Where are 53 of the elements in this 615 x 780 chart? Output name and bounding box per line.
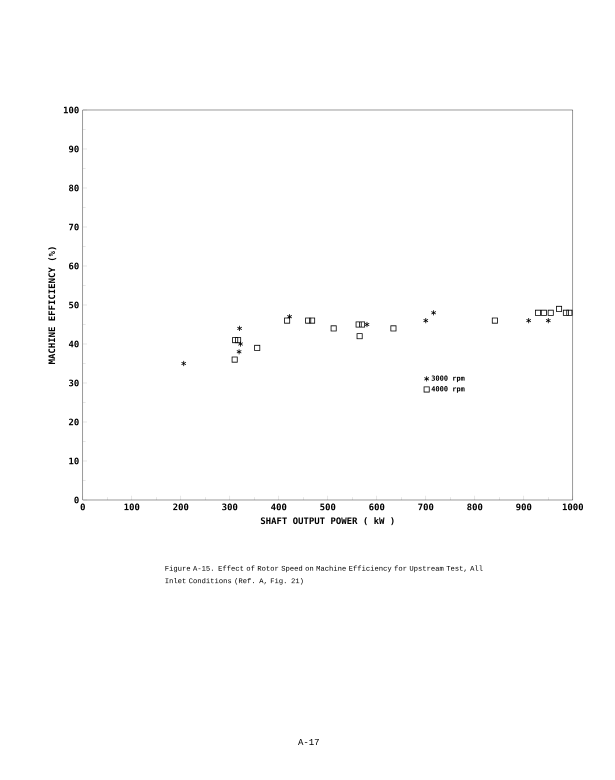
y-tick-label: 20 — [69, 418, 79, 426]
y-tick-label: 50 — [69, 302, 79, 308]
point — [423, 318, 429, 324]
point — [492, 318, 498, 324]
y-tick-label: 40 — [69, 340, 79, 348]
point — [431, 310, 436, 316]
point — [546, 318, 552, 324]
point — [535, 310, 542, 316]
point — [181, 360, 186, 366]
point — [254, 344, 260, 351]
point — [330, 325, 337, 332]
point — [356, 333, 363, 340]
point — [237, 325, 242, 332]
y-axis-title: MACHINE EFFICIENCY (%) — [48, 247, 56, 364]
x-tick-label: 300 — [222, 504, 238, 510]
point — [232, 337, 238, 344]
point — [232, 356, 238, 363]
y-tick-label: 70 — [69, 224, 79, 230]
x-tick-label: 400 — [271, 504, 286, 510]
point — [236, 348, 242, 355]
x-tick-label: 500 — [320, 504, 336, 510]
x-tick-label: 100 — [124, 504, 140, 510]
x-tick-label: 700 — [418, 504, 434, 510]
x-tick-label: 1000 — [562, 504, 584, 510]
point — [359, 322, 366, 328]
y-tick-label: 90 — [69, 146, 79, 152]
y-tick-label: 10 — [69, 458, 79, 464]
point — [356, 322, 362, 328]
point — [284, 318, 290, 324]
point — [526, 318, 532, 324]
y-tick-label: 0 — [74, 496, 79, 504]
x-tick-label: 900 — [516, 504, 532, 510]
x-tick-label: 0 — [80, 504, 86, 510]
y-tick-label: 30 — [69, 380, 79, 386]
y-tick-label: 100 — [64, 106, 79, 114]
x-tick-label: 600 — [369, 504, 384, 510]
point — [563, 310, 570, 316]
point — [540, 310, 547, 316]
point — [548, 310, 554, 316]
point — [305, 318, 312, 324]
point — [309, 318, 316, 324]
point — [556, 306, 562, 312]
point — [287, 314, 292, 320]
x-tick-label: 200 — [173, 504, 188, 510]
x-tick-label: 800 — [467, 504, 482, 510]
text: A-17 — [298, 739, 319, 745]
point — [235, 337, 242, 344]
y-tick-label: 60 — [69, 262, 79, 270]
point — [238, 341, 244, 347]
point — [390, 325, 397, 332]
point — [566, 310, 572, 316]
x-axis-title: SHAFT OUTPUT POWER ( kW ) — [260, 517, 394, 526]
y-tick-label: 80 — [69, 184, 79, 192]
